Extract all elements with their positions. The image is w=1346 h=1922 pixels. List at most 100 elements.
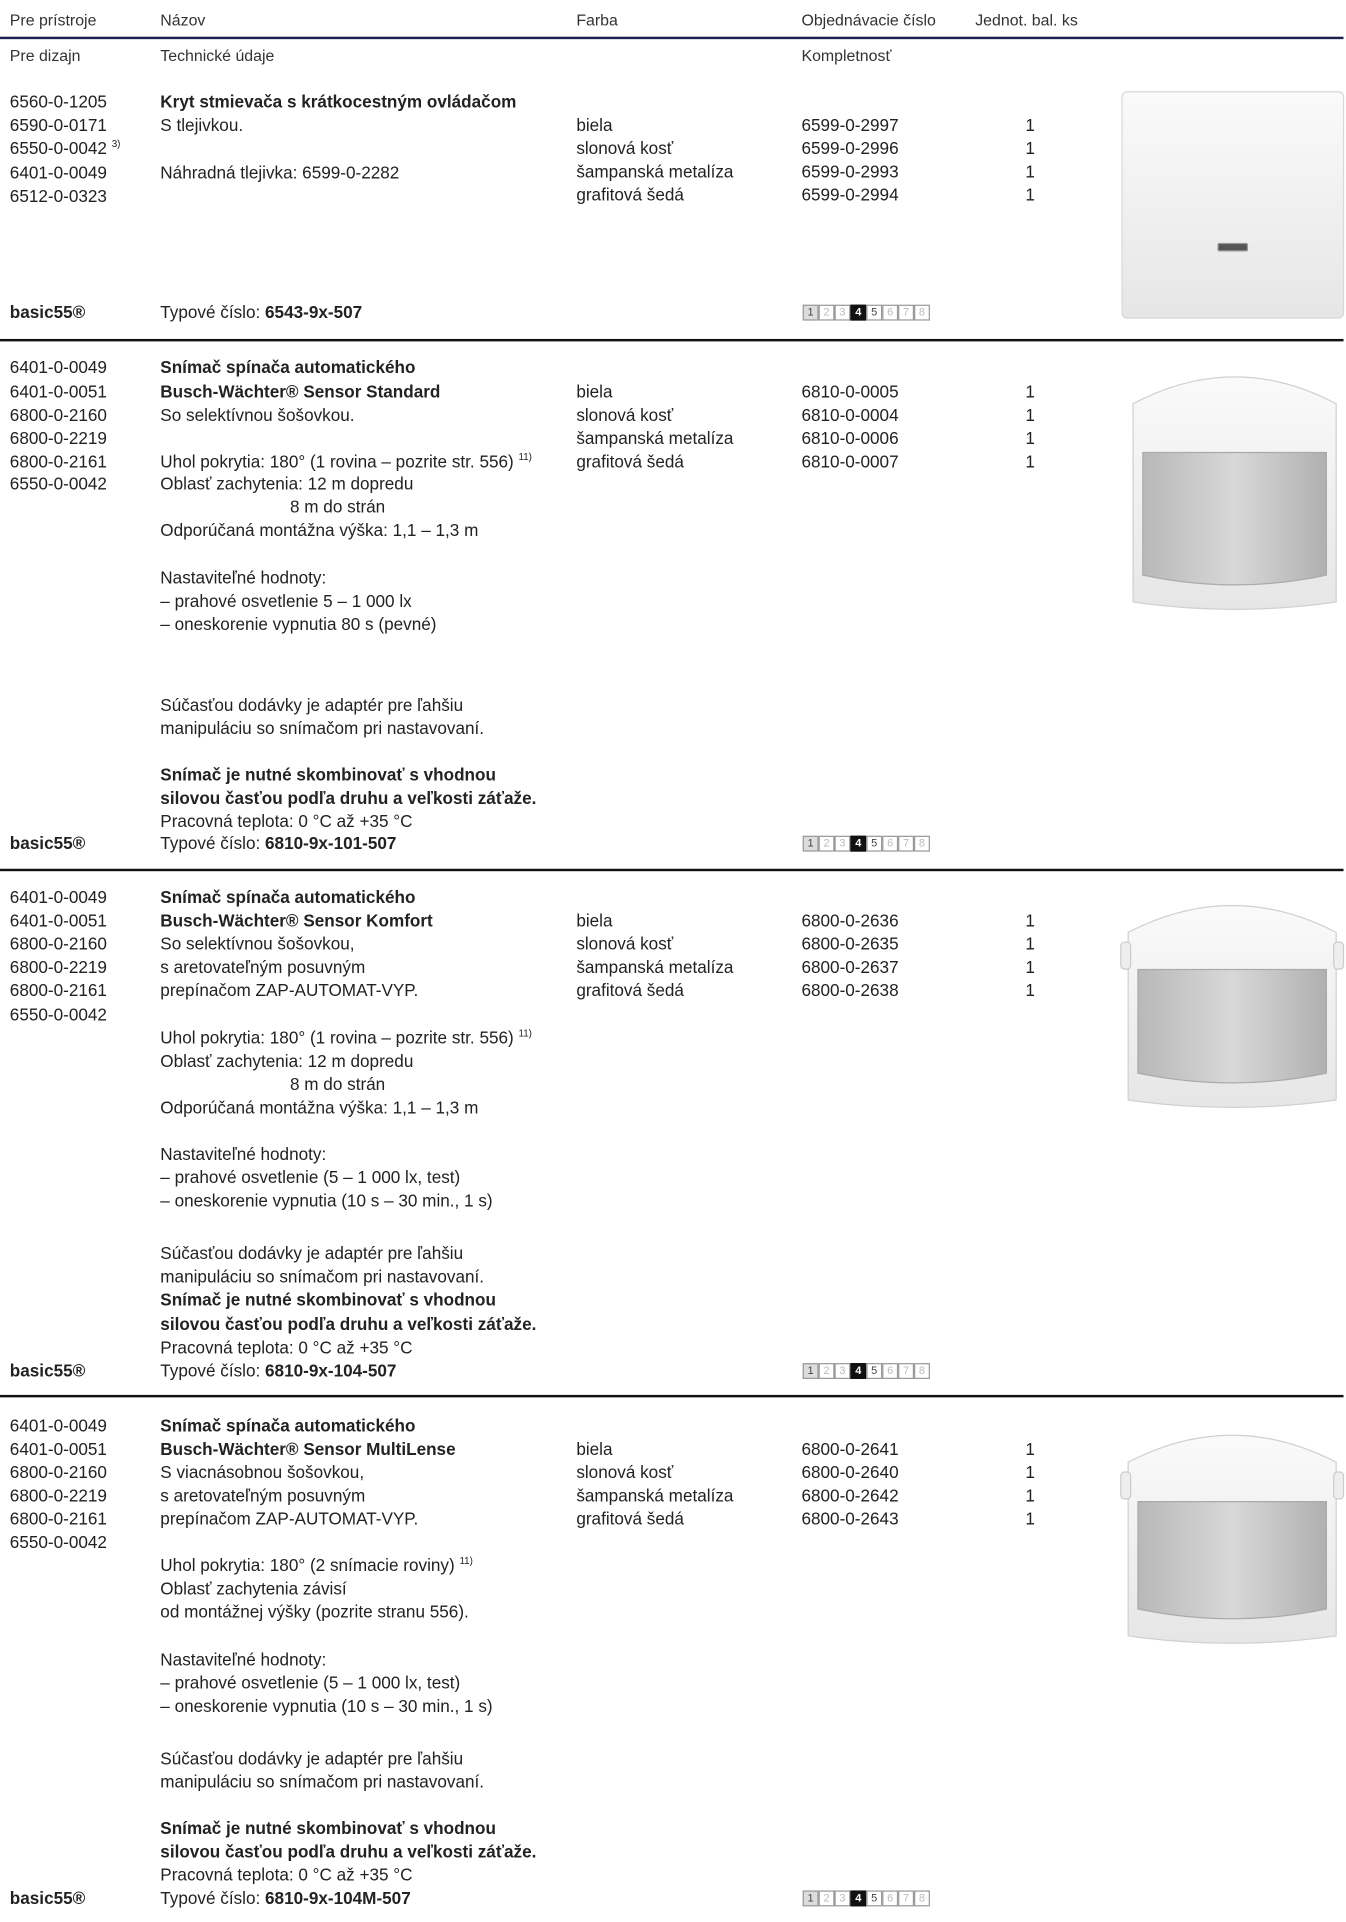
- type-label: Typové číslo:: [160, 302, 261, 322]
- product-image-part: [1121, 91, 1345, 319]
- product-image-part: [1142, 451, 1327, 586]
- scale-box: 1: [802, 1890, 819, 1907]
- subcolumn-header: Pre dizajn: [9, 46, 81, 65]
- scale-box: 6: [882, 835, 899, 852]
- scale-box: 7: [898, 1890, 915, 1907]
- scale-box: 8: [914, 1890, 930, 1907]
- description-line: s aretovateľným posuvným: [160, 1485, 366, 1506]
- footnote-ref: 11): [518, 1027, 532, 1039]
- subcolumn-header: Kompletnosť: [801, 46, 892, 65]
- description-line: Oblasť zachytenia: 12 m dopredu: [160, 1051, 414, 1071]
- scale-box: 5: [866, 304, 883, 321]
- color: slonová kosť: [576, 1462, 674, 1482]
- description-line: Odporúčaná montážna výška: 1,1 – 1,3 m: [160, 520, 479, 540]
- scale-box: 2: [818, 304, 835, 321]
- description-line-text: Uhol pokrytia: 180° (1 rovina – pozrite …: [160, 1027, 514, 1048]
- design-brand: basic55®: [9, 1888, 86, 1908]
- device-number: 6550-0-0042: [9, 473, 107, 494]
- scale-box: 7: [898, 1363, 915, 1379]
- scale-box: 3: [834, 835, 851, 852]
- description-line: So selektívnou šošovkou.: [160, 405, 355, 425]
- device-number: 6800-0-2161: [9, 451, 107, 472]
- scale-box: 6: [882, 1363, 899, 1379]
- order-number: 6800-0-2636: [801, 910, 899, 930]
- color: biela: [576, 910, 613, 930]
- device-number: 6401-0-0051: [9, 1438, 107, 1459]
- quantity: 1: [1025, 381, 1035, 402]
- description-line: Pracovná teplota: 0 °C až +35 °C: [160, 1864, 413, 1885]
- product-image-part: [1333, 941, 1345, 970]
- order-number: 6800-0-2643: [801, 1508, 899, 1529]
- order-number: 6800-0-2635: [801, 933, 899, 954]
- column-header: Objednávacie číslo: [801, 11, 936, 30]
- scale-box: 6: [882, 304, 899, 321]
- device-number-text: 6550-0-0042: [9, 138, 107, 158]
- column-header: Pre prístroje: [9, 11, 97, 30]
- separator: [0, 36, 1344, 39]
- quantity: 1: [1025, 1508, 1035, 1529]
- quantity: 1: [1025, 138, 1035, 158]
- quantity: 1: [1025, 910, 1035, 930]
- description-line: Pracovná teplota: 0 °C až +35 °C: [160, 1337, 413, 1357]
- separator: [0, 1394, 1344, 1397]
- description-line: Snímač je nutné skombinovať s vhodnou: [160, 1289, 496, 1310]
- description-line-text: Uhol pokrytia: 180° (1 rovina – pozrite …: [160, 451, 514, 472]
- device-number: 6800-0-2161: [9, 980, 107, 1000]
- color: grafitová šedá: [576, 184, 684, 205]
- device-number: 6800-0-2219: [9, 1485, 107, 1506]
- description-line: Busch-Wächter® Sensor Standard: [160, 381, 441, 402]
- device-number: 6800-0-2219: [9, 956, 107, 977]
- description-line: – oneskorenie vypnutia 80 s (pevné): [160, 614, 437, 634]
- description-line: manipuláciu so snímačom pri nastavovaní.: [160, 718, 485, 738]
- description-line: Nastaviteľné hodnoty:: [160, 1649, 327, 1669]
- order-number: 6810-0-0004: [801, 405, 899, 425]
- quantity: 1: [1025, 115, 1035, 135]
- description-line: Snímač je nutné skombinovať s vhodnou: [160, 764, 496, 785]
- color: grafitová šedá: [576, 1508, 684, 1529]
- description-line: S viacnásobnou šošovkou,: [160, 1462, 365, 1482]
- type-value: 6810-9x-104-507: [265, 1360, 397, 1381]
- type-number: Typové číslo: 6543-9x-507: [160, 302, 362, 322]
- description-line: So selektívnou šošovkou,: [160, 933, 355, 954]
- scale-box: 7: [898, 835, 915, 852]
- scale-box: 3: [834, 1363, 851, 1379]
- description-line: silovou časťou podľa druhu a veľkosti zá…: [160, 1314, 537, 1334]
- scale-box: 1: [802, 304, 819, 321]
- description-line: prepínačom ZAP-AUTOMAT-VYP.: [160, 980, 419, 1000]
- quantity: 1: [1025, 1485, 1035, 1506]
- device-number: 6401-0-0049: [9, 887, 107, 907]
- type-label: Typové číslo:: [160, 1888, 261, 1908]
- color: biela: [576, 381, 613, 402]
- type-value: 6810-9x-101-507: [265, 833, 397, 853]
- description-line: silovou časťou podľa druhu a veľkosti zá…: [160, 787, 537, 808]
- scale-box: 5: [866, 1890, 883, 1907]
- scale-box: 5: [866, 835, 883, 852]
- design-brand: basic55®: [9, 302, 86, 322]
- device-number: 6800-0-2160: [9, 933, 107, 954]
- description-line: Snímač je nutné skombinovať s vhodnou: [160, 1818, 496, 1838]
- column-header: Jednot. bal. ks: [975, 11, 1078, 30]
- device-number: 6512-0-0323: [9, 185, 107, 206]
- description-line: Snímač spínača automatického: [160, 1415, 416, 1436]
- order-number: 6810-0-0006: [801, 428, 899, 448]
- type-number: Typové číslo: 6810-9x-104M-507: [160, 1888, 410, 1908]
- type-number: Typové číslo: 6810-9x-104-507: [160, 1361, 396, 1381]
- color: slonová kosť: [576, 933, 674, 954]
- scale-box: 3: [834, 1890, 851, 1907]
- description-line: s aretovateľným posuvným: [160, 956, 366, 977]
- device-number: 6800-0-2219: [9, 428, 107, 448]
- description-line: – prahové osvetlenie (5 – 1 000 lx, test…: [160, 1167, 461, 1187]
- quantity: 1: [1025, 933, 1035, 954]
- scale-box: 7: [898, 304, 915, 321]
- order-number: 6599-0-2997: [801, 115, 899, 135]
- quantity: 1: [1025, 161, 1035, 182]
- scale-box: 4: [850, 1890, 867, 1907]
- description-line: – prahové osvetlenie 5 – 1 000 lx: [160, 590, 412, 611]
- color: šampanská metalíza: [576, 1485, 734, 1506]
- scale-box: 4: [850, 304, 867, 321]
- quantity: 1: [1025, 405, 1035, 425]
- scale-box: 2: [818, 835, 835, 852]
- device-number: 6401-0-0051: [9, 381, 107, 402]
- description-line: Súčasťou dodávky je adaptér pre ľahšiu: [160, 695, 464, 715]
